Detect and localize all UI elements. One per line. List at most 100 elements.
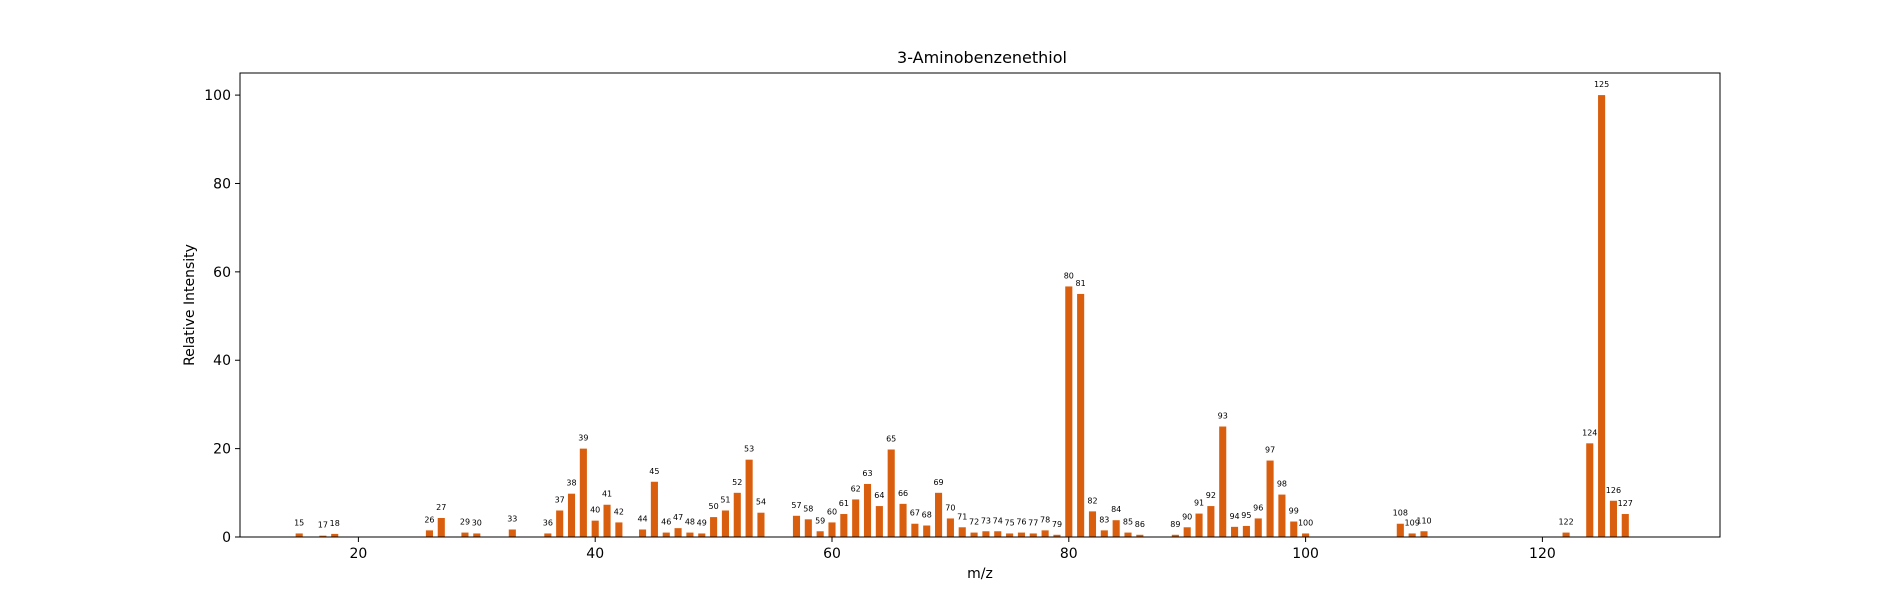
- bar-mz-40: [591, 520, 599, 537]
- bar-label-mz-81: 81: [1076, 279, 1086, 288]
- bar-label-mz-70: 70: [945, 503, 955, 512]
- bar-label-mz-39: 39: [578, 434, 588, 443]
- bar-mz-33: [508, 529, 516, 537]
- bar-mz-74: [994, 531, 1002, 537]
- bar-mz-46: [662, 532, 670, 537]
- bar-mz-30: [473, 533, 481, 537]
- bar-label-mz-84: 84: [1111, 505, 1121, 514]
- bar-label-mz-42: 42: [614, 507, 624, 516]
- bar-label-mz-76: 76: [1016, 518, 1026, 527]
- bar-mz-81: [1077, 293, 1085, 537]
- bar-mz-127: [1621, 514, 1629, 537]
- bar-mz-17: [319, 535, 327, 537]
- bar-label-mz-79: 79: [1052, 520, 1062, 529]
- plot-frame: [239, 72, 1721, 538]
- bar-label-mz-57: 57: [791, 501, 801, 510]
- bar-mz-44: [639, 529, 647, 537]
- y-tick-label-60: 60: [213, 265, 231, 281]
- bar-mz-57: [792, 515, 801, 537]
- bar-mz-65: [887, 449, 895, 537]
- bar-mz-98: [1278, 494, 1286, 537]
- bar-mz-41: [603, 504, 611, 537]
- y-tick-label-0: 0: [222, 530, 231, 546]
- x-axis-label: m/z: [967, 566, 993, 582]
- y-axis-label: Relative Intensity: [182, 244, 198, 366]
- x-tick-label-80: 80: [1060, 546, 1078, 562]
- x-tick-label-20: 20: [349, 546, 367, 562]
- bar-mz-63: [863, 483, 872, 537]
- bar-label-mz-75: 75: [1005, 518, 1015, 527]
- bar-mz-42: [615, 522, 623, 537]
- bar-mz-37: [556, 510, 564, 537]
- bar-label-mz-89: 89: [1170, 520, 1180, 529]
- bar-label-mz-58: 58: [803, 504, 813, 513]
- bar-mz-51: [721, 510, 729, 537]
- bar-label-mz-30: 30: [472, 518, 482, 527]
- bar-mz-94: [1231, 526, 1239, 537]
- bar-mz-70: [946, 518, 954, 537]
- bar-label-mz-65: 65: [886, 435, 896, 444]
- bar-label-mz-98: 98: [1277, 480, 1287, 489]
- bar-mz-62: [852, 499, 860, 537]
- bar-mz-78: [1041, 530, 1049, 537]
- bar-label-mz-110: 110: [1416, 516, 1431, 525]
- bar-mz-76: [1017, 532, 1025, 537]
- bar-mz-96: [1254, 518, 1262, 537]
- bar-label-mz-49: 49: [697, 518, 707, 527]
- bar-mz-61: [840, 514, 848, 537]
- bar-label-mz-63: 63: [862, 469, 872, 478]
- bar-label-mz-72: 72: [969, 518, 979, 527]
- bar-mz-77: [1029, 533, 1037, 537]
- bar-mz-69: [935, 492, 943, 537]
- bar-mz-72: [970, 532, 978, 537]
- bar-label-mz-45: 45: [649, 467, 659, 476]
- bar-label-mz-86: 86: [1135, 520, 1145, 529]
- bar-label-mz-44: 44: [637, 514, 647, 523]
- bar-label-mz-83: 83: [1099, 515, 1109, 524]
- bar-label-mz-74: 74: [993, 516, 1003, 525]
- bar-label-mz-99: 99: [1289, 507, 1299, 516]
- bar-label-mz-77: 77: [1028, 518, 1038, 527]
- bar-label-mz-62: 62: [851, 484, 861, 493]
- bar-label-mz-85: 85: [1123, 518, 1133, 527]
- y-tick-label-20: 20: [213, 442, 231, 458]
- bar-mz-52: [733, 492, 741, 537]
- bar-mz-83: [1100, 530, 1108, 537]
- bar-mz-85: [1124, 532, 1132, 537]
- bar-label-mz-18: 18: [330, 519, 340, 528]
- bar-mz-84: [1112, 520, 1120, 537]
- bar-label-mz-17: 17: [318, 521, 328, 530]
- bar-mz-38: [567, 493, 576, 537]
- bar-mz-45: [650, 481, 658, 537]
- bar-label-mz-46: 46: [661, 518, 671, 527]
- bar-label-mz-95: 95: [1241, 511, 1251, 520]
- bar-mz-92: [1207, 506, 1215, 537]
- bar-label-mz-33: 33: [507, 514, 517, 523]
- bar-mz-110: [1420, 531, 1428, 537]
- bar-mz-68: [923, 525, 931, 537]
- bar-mz-124: [1586, 443, 1594, 537]
- y-tick-label-40: 40: [213, 353, 231, 369]
- bar-label-mz-82: 82: [1087, 496, 1097, 505]
- bar-mz-53: [745, 459, 753, 537]
- bar-mz-36: [544, 533, 552, 537]
- bar-mz-108: [1396, 523, 1404, 537]
- bar-label-mz-40: 40: [590, 506, 600, 515]
- bar-label-mz-71: 71: [957, 512, 967, 521]
- bar-label-mz-48: 48: [685, 518, 695, 527]
- bar-label-mz-109: 109: [1405, 518, 1420, 527]
- x-axis: 20 40 60 80 100 120: [349, 537, 1556, 562]
- bar-mz-125: [1598, 95, 1606, 537]
- bar-label-mz-27: 27: [436, 503, 446, 512]
- bar-mz-82: [1088, 511, 1097, 537]
- bar-mz-93: [1219, 426, 1227, 537]
- bar-mz-39: [579, 448, 587, 537]
- bar-mz-54: [757, 512, 765, 537]
- bar-label-mz-37: 37: [555, 495, 565, 504]
- bar-mz-126: [1609, 500, 1617, 537]
- bar-mz-80: [1065, 286, 1073, 537]
- bar-label-mz-26: 26: [424, 515, 434, 524]
- bar-label-mz-124: 124: [1582, 428, 1597, 437]
- bar-label-mz-78: 78: [1040, 515, 1050, 524]
